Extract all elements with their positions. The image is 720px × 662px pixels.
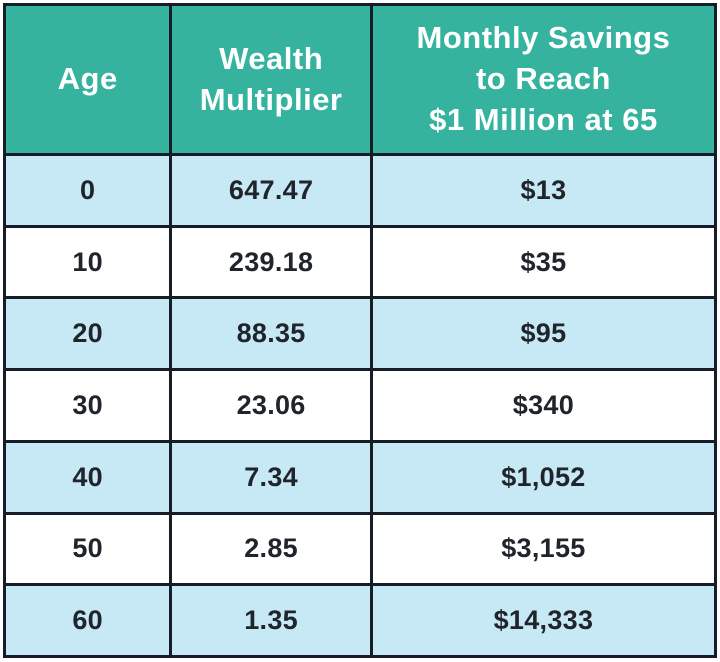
table-row: 40 7.34 $1,052	[2, 439, 718, 515]
table-row: 10 239.18 $35	[2, 224, 718, 300]
table-row: 0 647.47 $13	[2, 153, 718, 228]
cell-age: 0	[2, 153, 173, 228]
header-age: Age	[2, 3, 173, 156]
cell-monthly-savings: $35	[369, 224, 718, 300]
header-wealth-multiplier: Wealth Multiplier	[169, 3, 373, 156]
table-row: 60 1.35 $14,333	[2, 583, 718, 658]
cell-monthly-savings: $340	[369, 368, 718, 443]
table-row: 30 23.06 $340	[2, 368, 718, 443]
header-row: Age Wealth Multiplier Monthly Savings to…	[2, 3, 718, 156]
cell-age: 10	[2, 224, 173, 300]
cell-wealth-multiplier: 23.06	[169, 368, 373, 443]
wealth-multiplier-table: Age Wealth Multiplier Monthly Savings to…	[2, 3, 718, 658]
cell-monthly-savings: $95	[369, 296, 718, 372]
table-row: 50 2.85 $3,155	[2, 511, 718, 587]
cell-age: 20	[2, 296, 173, 372]
cell-monthly-savings: $14,333	[369, 583, 718, 658]
cell-wealth-multiplier: 239.18	[169, 224, 373, 300]
cell-wealth-multiplier: 88.35	[169, 296, 373, 372]
cell-wealth-multiplier: 2.85	[169, 511, 373, 587]
cell-age: 30	[2, 368, 173, 443]
cell-wealth-multiplier: 647.47	[169, 153, 373, 228]
cell-monthly-savings: $3,155	[369, 511, 718, 587]
cell-age: 60	[2, 583, 173, 658]
cell-wealth-multiplier: 7.34	[169, 439, 373, 515]
cell-age: 40	[2, 439, 173, 515]
cell-monthly-savings: $13	[369, 153, 718, 228]
table-body: 0 647.47 $13 10 239.18 $35 20 88.35 $95 30 23.06 $3…	[2, 153, 718, 658]
cell-age: 50	[2, 511, 173, 587]
cell-wealth-multiplier: 1.35	[169, 583, 373, 658]
header-monthly-savings: Monthly Savings to Reach $1 Million at 6…	[369, 3, 718, 156]
table-row: 20 88.35 $95	[2, 296, 718, 372]
cell-monthly-savings: $1,052	[369, 439, 718, 515]
